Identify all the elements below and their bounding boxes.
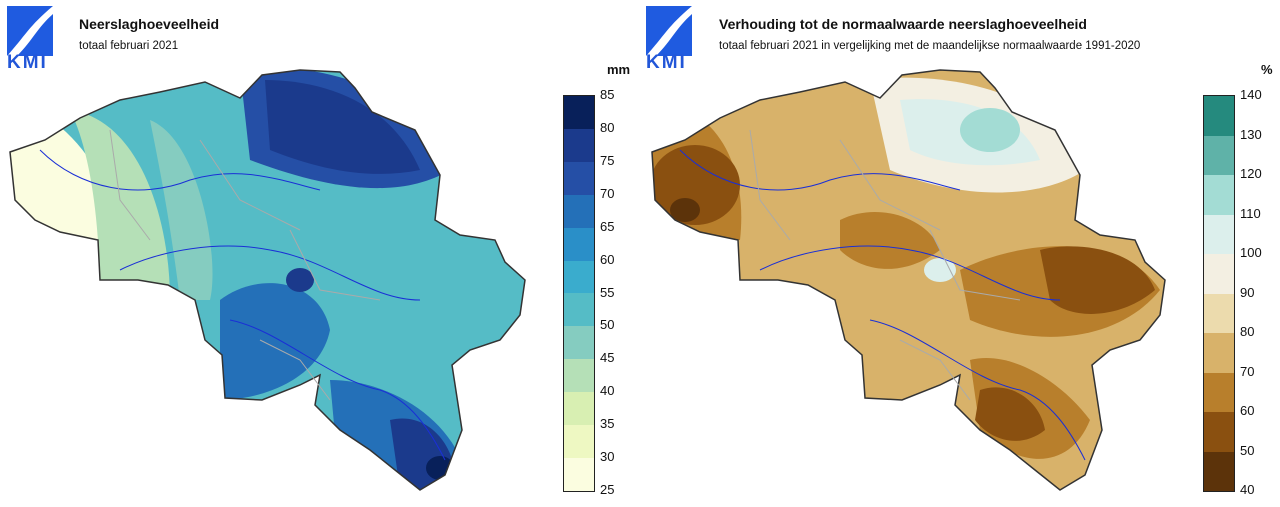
legend-swatch	[564, 128, 594, 162]
legend-tick-label: 70	[600, 185, 615, 201]
legend-swatch	[1204, 254, 1234, 294]
legend-unit: %	[1261, 62, 1273, 77]
legend-tick-label: 35	[600, 416, 615, 432]
color-legend	[563, 95, 595, 492]
legend-swatch	[1204, 175, 1234, 215]
page-subtitle: totaal februari 2021	[79, 40, 179, 52]
legend-swatch	[1204, 333, 1234, 373]
legend-swatch	[564, 161, 594, 195]
legend-swatch	[1204, 412, 1234, 452]
legend-tick-label: 65	[600, 218, 615, 234]
legend-tick-label: 110	[1240, 205, 1261, 221]
page-title: Neerslaghoeveelheid	[79, 16, 220, 32]
legend-tick-label: 40	[600, 383, 615, 399]
legend-unit: mm	[607, 62, 631, 77]
legend-swatch	[564, 293, 594, 327]
page-subtitle: totaal februari 2021 in vergelijking met…	[719, 40, 1141, 52]
legend-tick-label: 50	[600, 317, 615, 333]
legend-swatch	[564, 260, 594, 294]
legend-tick-label: 25	[600, 482, 615, 497]
legend-tick-label: 80	[600, 119, 615, 135]
legend-tick-label: 40	[1240, 482, 1255, 497]
legend-swatch	[1204, 372, 1234, 412]
legend-tick-label: 140	[1240, 87, 1262, 102]
legend-tick-label: 50	[1240, 442, 1255, 458]
legend-tick-label: 30	[600, 449, 615, 465]
legend-tick-label: 45	[600, 350, 615, 366]
legend-tick-label: 90	[1240, 284, 1255, 300]
legend-swatch	[1204, 96, 1234, 136]
legend-tick-label: 60	[1240, 403, 1255, 418]
legend-swatch	[1204, 451, 1234, 491]
legend-swatch	[564, 326, 594, 360]
legend-tick-label: 85	[600, 87, 615, 102]
page-title: Verhouding tot de normaalwaarde neerslag…	[719, 16, 1087, 32]
legend-tick-label: 130	[1240, 126, 1262, 142]
kmi-logo-icon	[7, 6, 53, 56]
legend-swatch	[1204, 135, 1234, 175]
legend-swatch	[564, 457, 594, 491]
kmi-logo-text: KMI	[7, 52, 48, 73]
legend-swatch	[564, 392, 594, 426]
precipitation-panel: KMI Neerslaghoeveelheid totaal februari …	[7, 6, 631, 497]
legend-swatch	[1204, 214, 1234, 254]
legend-tick-label: 60	[600, 251, 615, 267]
legend-tick-label: 70	[1240, 363, 1255, 379]
kmi-logo-icon	[646, 6, 692, 56]
color-legend	[1203, 95, 1235, 492]
legend-tick-label: 80	[1240, 324, 1255, 339]
legend-tick-label: 55	[600, 284, 615, 300]
ratio-panel: KMI Verhouding tot de normaalwaarde neer…	[640, 0, 1280, 507]
legend-tick-label: 75	[600, 152, 615, 168]
legend-tick-label: 100	[1240, 245, 1262, 260]
legend-tick-label: 120	[1240, 166, 1262, 181]
legend-swatch	[564, 425, 594, 458]
ratio-map	[651, 69, 1166, 491]
legend-swatch	[1204, 293, 1234, 333]
legend-swatch	[564, 227, 594, 261]
kmi-logo-text: KMI	[646, 52, 687, 73]
legend-swatch	[564, 194, 594, 228]
precipitation-map	[9, 69, 526, 491]
legend-swatch	[564, 96, 594, 129]
legend-swatch	[564, 359, 594, 393]
